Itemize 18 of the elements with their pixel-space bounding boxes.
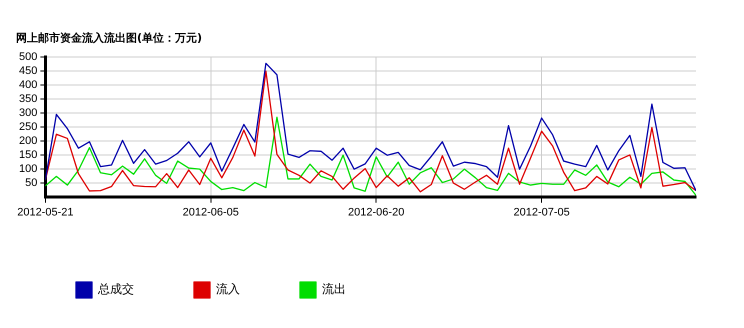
y-tick-label: 300 <box>18 107 38 120</box>
y-tick-label: 350 <box>18 93 38 106</box>
legend-label: 总成交 <box>97 282 134 296</box>
x-tick-label: 2012-05-21 <box>17 206 74 218</box>
y-tick-label: 250 <box>18 121 38 134</box>
chart-title: 网上邮市资金流入流出图(单位：万元) <box>16 31 202 44</box>
y-tick-label: 50 <box>25 176 38 189</box>
y-tick-label: 100 <box>18 162 38 175</box>
x-tick-label: 2012-07-05 <box>513 206 570 218</box>
x-tick-label: 2012-06-05 <box>182 206 239 218</box>
y-tick-label: 200 <box>18 134 38 147</box>
y-tick-label: 400 <box>18 79 38 92</box>
y-tick-label: 450 <box>18 65 38 78</box>
x-tick-label: 2012-06-20 <box>348 206 404 218</box>
legend-label: 流入 <box>216 282 240 296</box>
y-tick-label: 500 <box>18 51 38 64</box>
legend-label: 流出 <box>322 282 346 296</box>
y-tick-label: 150 <box>18 148 38 161</box>
